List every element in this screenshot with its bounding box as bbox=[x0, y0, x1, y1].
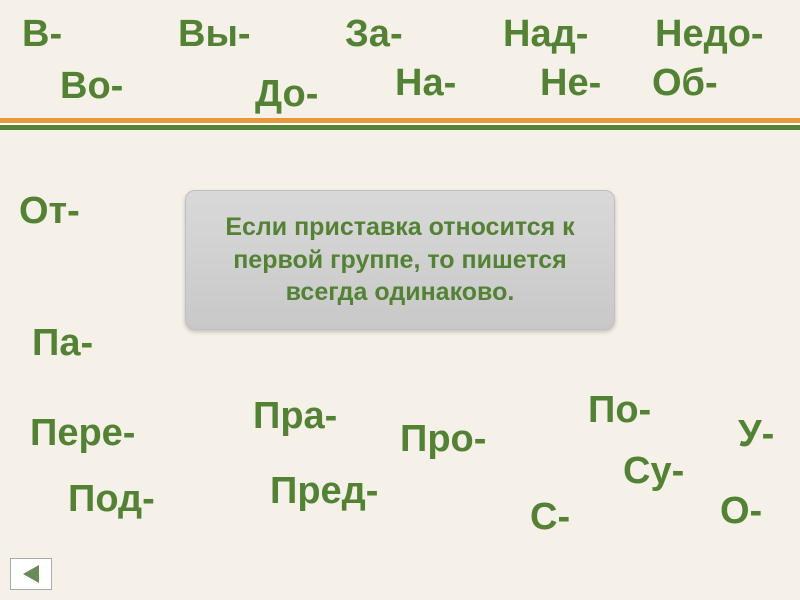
prefix-word: Про- bbox=[400, 418, 486, 461]
prefix-word: Недо- bbox=[655, 13, 764, 56]
prefix-word: От- bbox=[19, 190, 80, 233]
prefix-word: Пра- bbox=[253, 395, 337, 438]
prefix-word: С- bbox=[530, 496, 570, 539]
prefix-word: У- bbox=[738, 413, 774, 456]
divider-green bbox=[0, 125, 800, 130]
prefix-word: До- bbox=[255, 73, 318, 116]
prefix-word: Над- bbox=[503, 13, 588, 56]
prefix-word: На- bbox=[395, 62, 456, 105]
arrow-left-icon bbox=[23, 565, 39, 583]
prefix-word: Пере- bbox=[30, 412, 135, 455]
prefix-word: Су- bbox=[623, 450, 684, 493]
prefix-word: О- bbox=[720, 490, 762, 533]
prefix-word: Под- bbox=[68, 478, 155, 521]
info-box: Если приставка относится к первой группе… bbox=[185, 190, 615, 330]
prefix-word: Па- bbox=[32, 322, 93, 365]
back-button[interactable] bbox=[10, 558, 52, 590]
prefix-word: По- bbox=[588, 389, 651, 432]
prefix-word: За- bbox=[345, 13, 403, 56]
divider bbox=[0, 118, 800, 130]
info-box-text: Если приставка относится к первой группе… bbox=[214, 211, 586, 309]
prefix-word: Во- bbox=[60, 65, 123, 108]
prefix-word: Вы- bbox=[178, 13, 251, 56]
prefix-word: Не- bbox=[540, 62, 601, 105]
prefix-word: Пред- bbox=[270, 470, 378, 513]
prefix-word: В- bbox=[22, 13, 62, 56]
prefix-word: Об- bbox=[652, 62, 718, 105]
